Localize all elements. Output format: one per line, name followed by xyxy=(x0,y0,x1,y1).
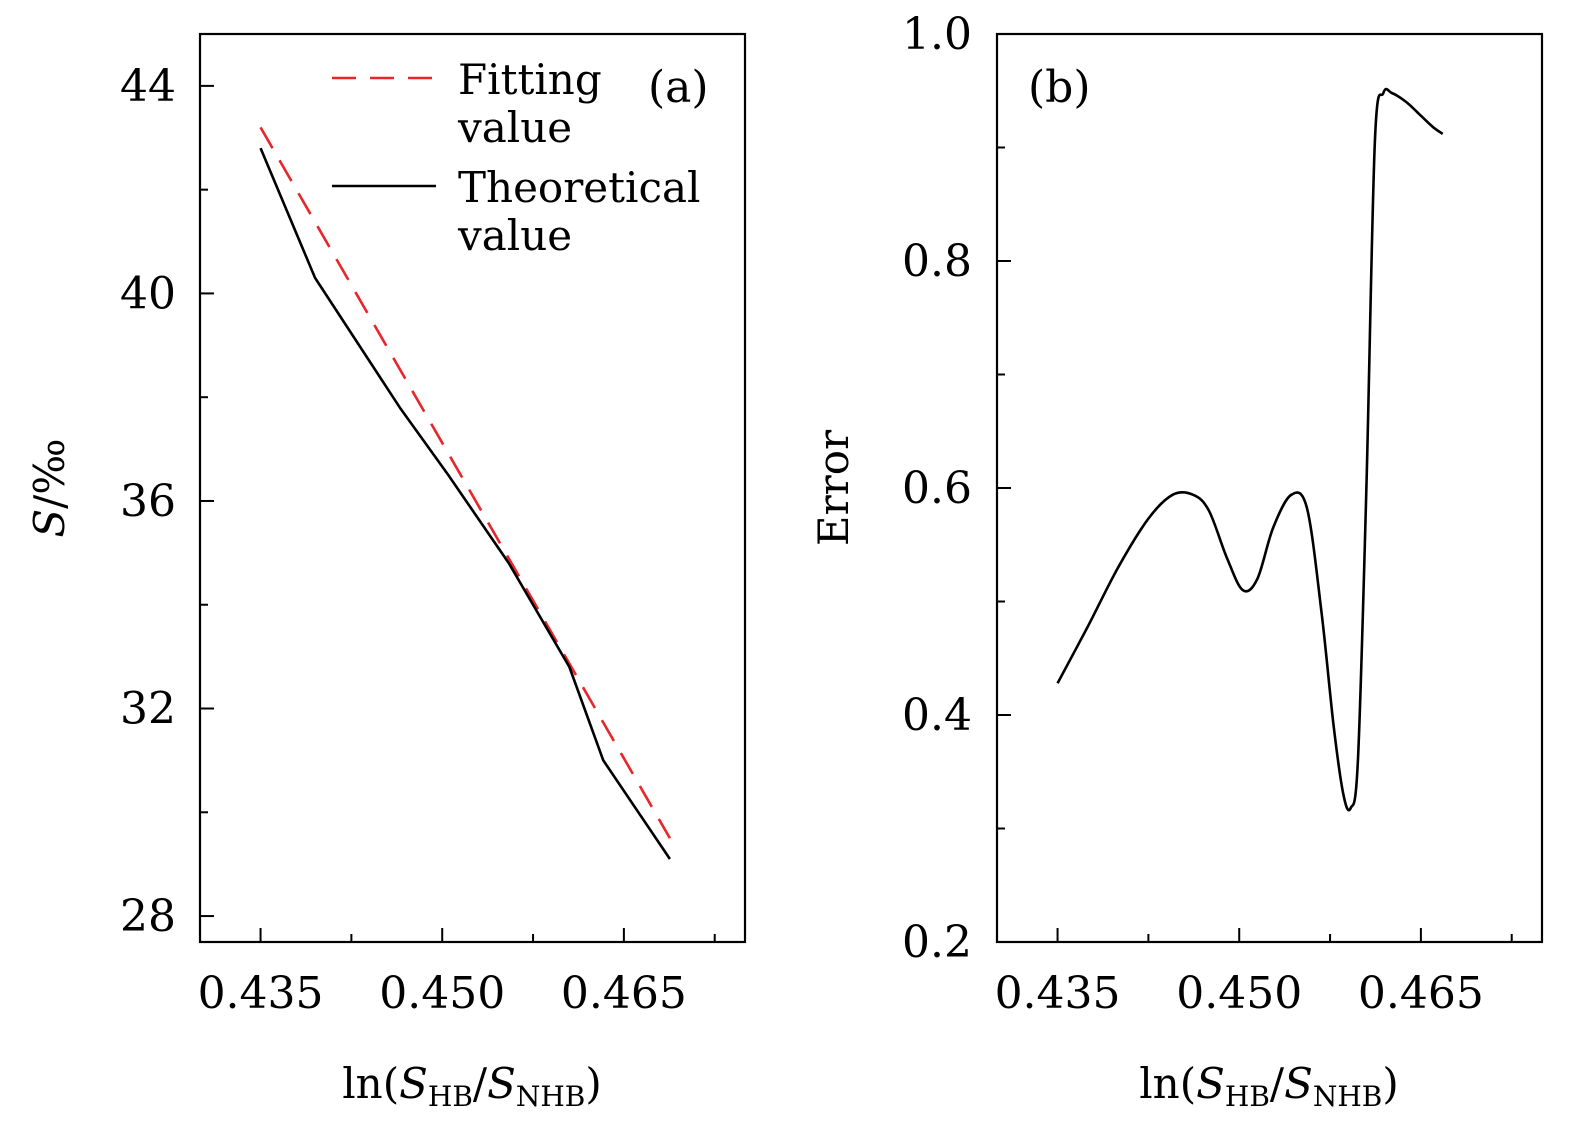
x-tick-label: 0.450 xyxy=(379,968,505,1019)
panel-b: 0.435 0.450 0.465 0.2 0.4 0.6 0.8 1.0 (b) Error… xyxy=(809,9,1544,1113)
x-tick-label: 0.435 xyxy=(198,968,324,1019)
y-tick-label: 36 xyxy=(120,476,176,527)
panel-b-tag: (b) xyxy=(1028,62,1091,113)
y-tick-label: 28 xyxy=(120,891,176,942)
panel-b-ylabel: Error xyxy=(809,429,858,546)
error-curve xyxy=(1056,87,1444,812)
y-tick-label: 0.6 xyxy=(902,463,972,514)
x-tick-label: 0.450 xyxy=(1176,968,1302,1019)
y-tick-label: 32 xyxy=(120,684,176,735)
legend-theoretical-label-1: Theoretical xyxy=(458,163,700,212)
panel-b-frame xyxy=(995,32,1544,944)
x-tick-label: 0.465 xyxy=(561,968,687,1019)
y-tick-label: 40 xyxy=(120,268,176,319)
panel-a: 0.435 0.450 0.465 28 32 36 40 44 (a) Fitting va… xyxy=(25,32,747,1113)
panel-a-ylabel: S/‰ xyxy=(25,438,74,537)
y-tick-label: 0.2 xyxy=(902,917,972,968)
x-tick-label: 0.465 xyxy=(1358,968,1484,1019)
x-tick-label: 0.435 xyxy=(995,968,1121,1019)
y-tick-label: 0.8 xyxy=(902,236,972,287)
y-tick-label: 1.0 xyxy=(902,9,972,60)
panel-a-tag: (a) xyxy=(648,62,709,113)
panel-b-xlabel: ln(SHB/SNHB) xyxy=(1139,1059,1398,1113)
panel-a-xlabel: ln(SHB/SNHB) xyxy=(342,1059,601,1113)
y-tick-label: 44 xyxy=(120,61,176,112)
legend-fitting-label-2: value xyxy=(457,103,572,152)
y-tick-label: 0.4 xyxy=(902,690,972,741)
legend: Fitting value Theoretical value xyxy=(332,55,700,260)
fitting-value-line xyxy=(259,126,672,839)
panel-a-frame xyxy=(198,32,747,944)
legend-fitting-label-1: Fitting xyxy=(458,55,602,104)
theoretical-value-line xyxy=(259,147,671,860)
legend-theoretical-label-2: value xyxy=(457,211,572,260)
